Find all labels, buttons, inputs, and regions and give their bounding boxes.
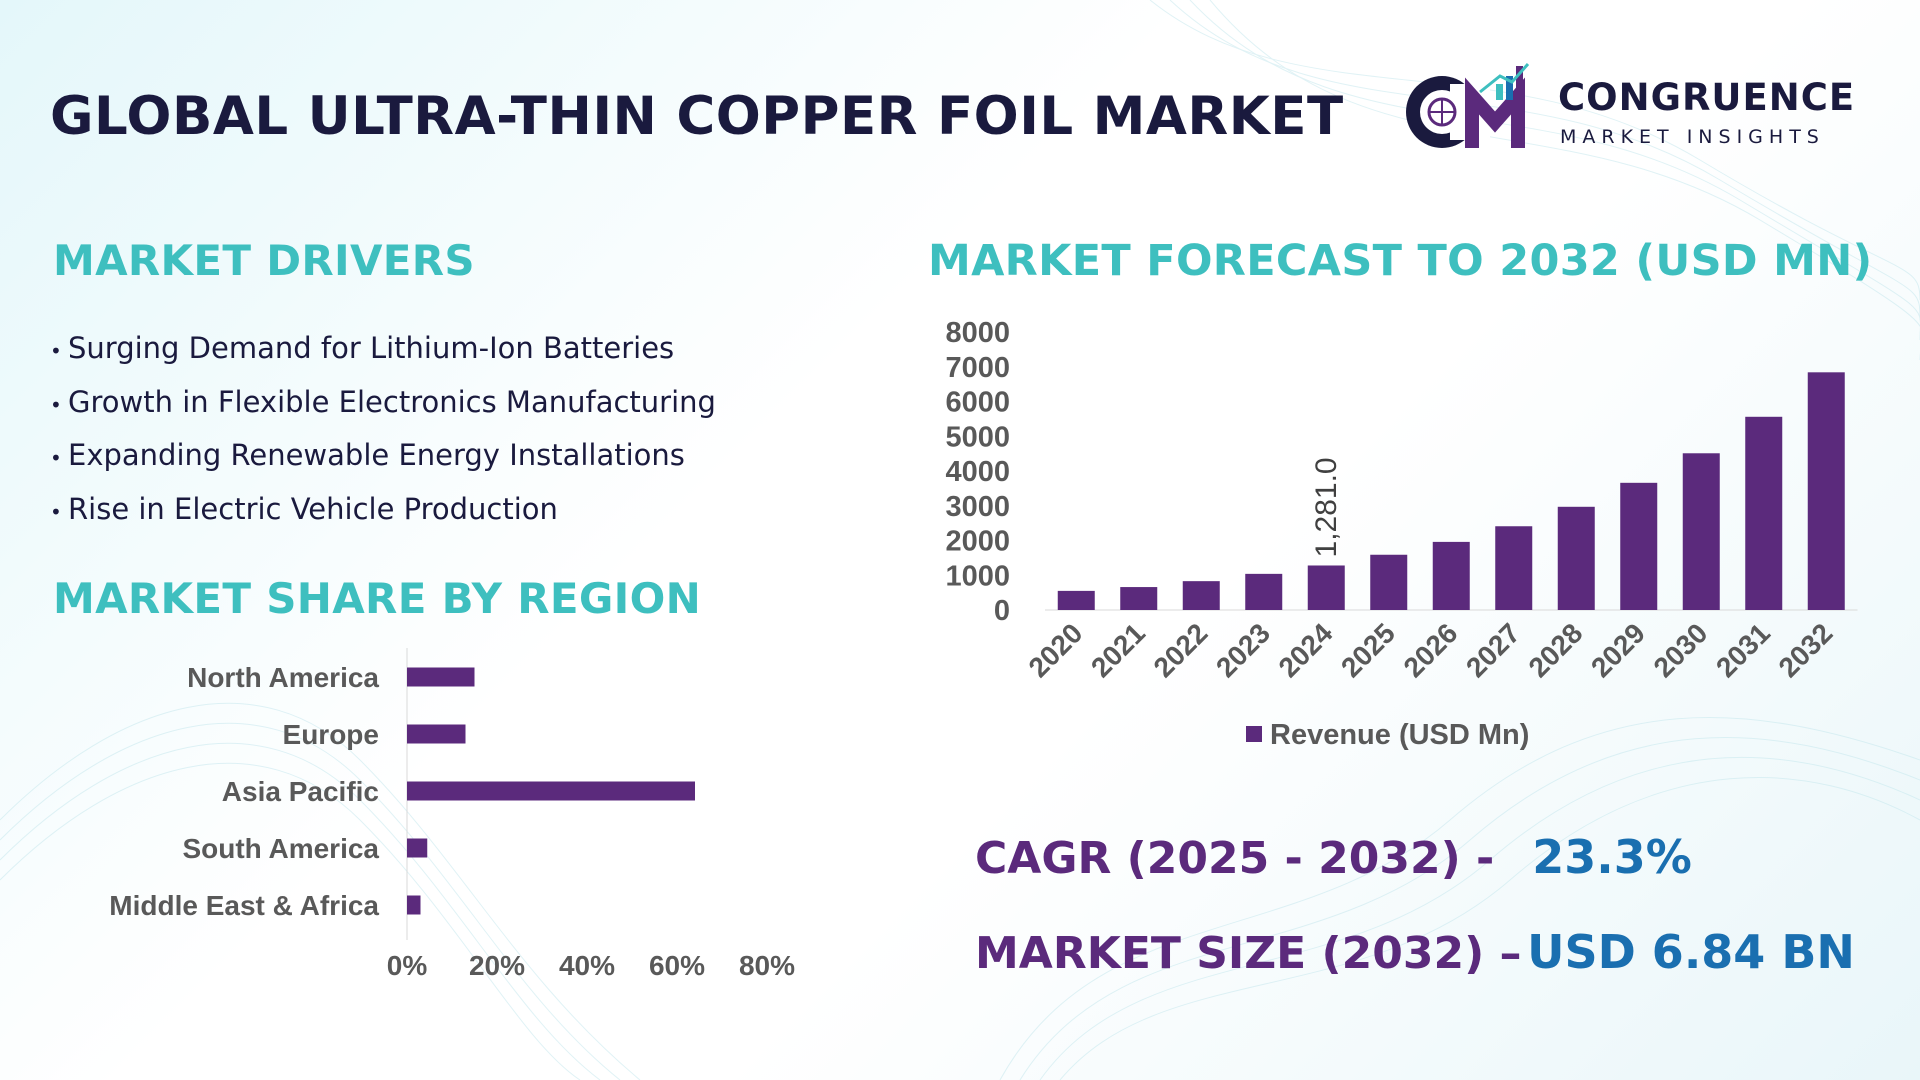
forecast-y-tick: 0 <box>994 595 1010 627</box>
legend-swatch <box>1246 726 1262 742</box>
forecast-y-tick: 1000 <box>945 560 1010 592</box>
forecast-x-tick: 2024 <box>1273 617 1339 683</box>
driver-item: • Expanding Renewable Energy Installation… <box>50 429 716 483</box>
region-label: South America <box>182 833 379 864</box>
region-share-chart: North America Europe Asia Pacific South Ame… <box>109 648 795 981</box>
forecast-bar <box>1495 526 1533 610</box>
region-label: North America <box>187 662 379 693</box>
forecast-x-tick: 2021 <box>1085 617 1151 683</box>
forecast-y-tick: 5000 <box>945 421 1010 453</box>
logo-name: CONGRUENCE <box>1558 76 1856 119</box>
forecast-y-tick: 8000 <box>945 317 1010 349</box>
forecast-bar <box>1682 453 1720 610</box>
market-size-stat: MARKET SIZE (2032) – USD 6.84 BN <box>975 925 1855 979</box>
forecast-chart: 0100020003000400050006000700080002020202… <box>945 317 1858 751</box>
logo-subtitle: MARKET INSIGHTS <box>1560 126 1825 148</box>
driver-item: • Rise in Electric Vehicle Production <box>50 483 716 537</box>
forecast-y-tick: 7000 <box>945 352 1010 384</box>
driver-item: • Surging Demand for Lithium-Ion Batterie… <box>50 322 716 376</box>
forecast-x-tick: 2030 <box>1648 617 1714 683</box>
region-label: Europe <box>283 719 379 750</box>
region-bar <box>407 781 695 801</box>
drivers-list: • Surging Demand for Lithium-Ion Batterie… <box>50 322 716 536</box>
page-title: GLOBAL ULTRA-THIN COPPER FOIL MARKET <box>50 86 1344 147</box>
forecast-x-tick: 2027 <box>1460 617 1526 683</box>
bullet-icon: • <box>50 446 62 470</box>
legend-label: Revenue (USD Mn) <box>1270 719 1529 751</box>
forecast-bar <box>1370 554 1408 610</box>
market-size-label: MARKET SIZE (2032) – <box>975 928 1522 979</box>
forecast-bar <box>1307 565 1345 610</box>
driver-text: Surging Demand for Lithium-Ion Batteries <box>68 331 675 365</box>
bullet-icon: • <box>50 339 62 363</box>
cagr-label: CAGR (2025 - 2032) - <box>975 833 1495 884</box>
forecast-bar <box>1557 506 1595 610</box>
region-heading: MARKET SHARE BY REGION <box>53 574 702 623</box>
forecast-heading: MARKET FORECAST TO 2032 (USD MN) <box>928 236 1873 286</box>
bullet-icon: • <box>50 392 62 417</box>
region-tick-label: 60% <box>649 950 705 981</box>
forecast-bar <box>1182 581 1220 610</box>
forecast-bar <box>1057 590 1095 610</box>
logo-mark-icon <box>1406 63 1530 148</box>
region-bar <box>407 667 475 687</box>
driver-text: Rise in Electric Vehicle Production <box>68 491 558 526</box>
forecast-x-tick: 2022 <box>1148 617 1214 683</box>
forecast-y-tick: 3000 <box>945 491 1010 523</box>
driver-text: Growth in Flexible Electronics Manufactu… <box>68 384 716 419</box>
forecast-bar <box>1120 587 1158 610</box>
forecast-x-tick: 2032 <box>1773 617 1839 683</box>
company-logo: CONGRUENCE MARKET INSIGHTS <box>1400 56 1870 156</box>
forecast-bar <box>1245 573 1283 610</box>
cagr-stat: CAGR (2025 - 2032) - 23.3% <box>975 830 1692 884</box>
forecast-x-tick: 2020 <box>1023 617 1089 683</box>
forecast-x-tick: 2031 <box>1710 617 1776 683</box>
forecast-y-tick: 2000 <box>945 526 1010 558</box>
forecast-bar <box>1432 541 1470 610</box>
region-bar <box>407 724 466 744</box>
region-tick-label: 0% <box>387 950 428 981</box>
region-label: Middle East & Africa <box>109 890 379 921</box>
region-tick-label: 20% <box>469 950 525 981</box>
forecast-data-label: 1,281.0 <box>1310 457 1343 557</box>
region-label: Asia Pacific <box>222 776 379 807</box>
region-bar <box>407 838 428 858</box>
drivers-heading: MARKET DRIVERS <box>53 236 475 285</box>
forecast-y-tick: 4000 <box>945 456 1010 488</box>
forecast-x-tick: 2026 <box>1398 617 1464 683</box>
bullet-icon: • <box>50 499 62 524</box>
forecast-y-tick: 6000 <box>945 387 1010 419</box>
region-bar <box>407 895 421 915</box>
market-size-value: USD 6.84 BN <box>1527 925 1855 979</box>
forecast-bar <box>1807 372 1845 610</box>
forecast-x-tick: 2029 <box>1585 617 1651 683</box>
forecast-bar <box>1745 416 1783 610</box>
forecast-x-tick: 2028 <box>1523 617 1589 683</box>
driver-item: • Growth in Flexible Electronics Manufact… <box>50 376 716 430</box>
forecast-bar <box>1620 482 1658 610</box>
forecast-x-tick: 2023 <box>1210 617 1276 683</box>
region-tick-label: 80% <box>739 950 795 981</box>
driver-text: Expanding Renewable Energy Installations <box>68 438 685 472</box>
region-tick-label: 40% <box>559 950 615 981</box>
forecast-x-tick: 2025 <box>1335 617 1401 683</box>
cagr-value: 23.3% <box>1532 830 1692 884</box>
